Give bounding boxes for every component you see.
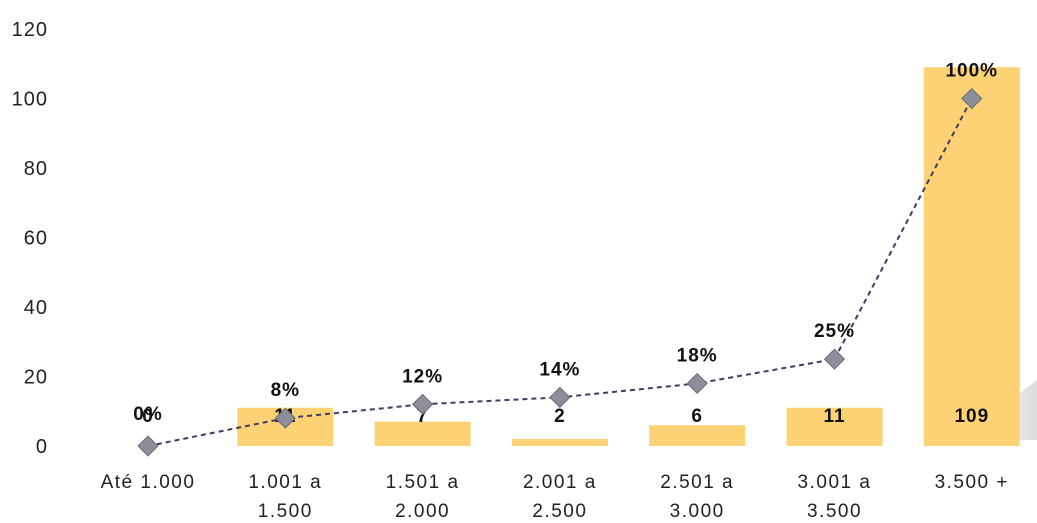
line-marker: [823, 348, 846, 370]
x-tick-label: 2.000: [395, 501, 450, 522]
bar: [923, 67, 1020, 446]
x-tick-label: 2.501 a: [660, 472, 734, 493]
x-tick-label: 2.500: [532, 501, 587, 522]
percentage-line: [137, 87, 983, 457]
percentage-label: 100%: [945, 61, 998, 82]
bar-value-label: 6: [691, 406, 703, 427]
bar-value-label: 109: [954, 406, 989, 427]
y-tick-label: 20: [24, 367, 48, 389]
bar: [511, 439, 608, 446]
x-tick-label: 3.500: [807, 501, 862, 522]
x-tick-label: 1.001 a: [248, 472, 322, 493]
x-tick-label: 1.500: [258, 501, 313, 522]
percentage-labels: 0% 8% 12% 14% 18% 25% 100%: [133, 61, 998, 426]
bar: [786, 407, 883, 446]
percentage-label: 25%: [814, 321, 855, 342]
x-tick-label: 2.001 a: [523, 472, 597, 493]
bar-value-label: 7: [417, 406, 429, 427]
bars: [237, 67, 1020, 446]
x-tick-label: 3.500 +: [935, 472, 1009, 493]
bar-value-label: 2: [554, 406, 566, 427]
y-tick-label: 0: [36, 436, 48, 458]
percentage-label: 0%: [133, 404, 162, 425]
bar-value-label: 0: [142, 406, 154, 427]
bar-value-labels: 01172611109: [142, 406, 989, 427]
line-marker: [411, 393, 434, 415]
bar: [649, 425, 746, 446]
x-tick-label: Até 1.000: [101, 472, 196, 493]
x-tick-label: 3.000: [670, 501, 725, 522]
y-tick-label: 100: [12, 89, 48, 111]
percentage-label: 18%: [677, 345, 718, 366]
y-tick-label: 60: [24, 228, 48, 250]
bar-value-label: 11: [823, 406, 845, 427]
line-marker: [137, 435, 159, 457]
y-tick-label: 40: [24, 297, 48, 319]
x-tick-label: 3.001 a: [798, 472, 872, 493]
y-tick-label: 120: [12, 19, 48, 41]
y-axis: 0 20 40 60 80 100 120: [12, 19, 48, 458]
line-marker: [274, 407, 296, 429]
line-marker: [961, 87, 983, 110]
percentage-label: 8%: [271, 380, 300, 401]
percentage-label: 14%: [539, 359, 580, 380]
line-marker: [549, 386, 571, 408]
line-marker: [686, 372, 708, 395]
percentage-label: 12%: [402, 366, 443, 387]
x-axis: Até 1.000 1.001 a 1.500 1.501 a 2.000 2.001 a…: [101, 472, 1009, 522]
y-tick-label: 80: [24, 158, 48, 180]
bar: [374, 421, 471, 446]
x-tick-label: 1.501 a: [386, 472, 460, 493]
